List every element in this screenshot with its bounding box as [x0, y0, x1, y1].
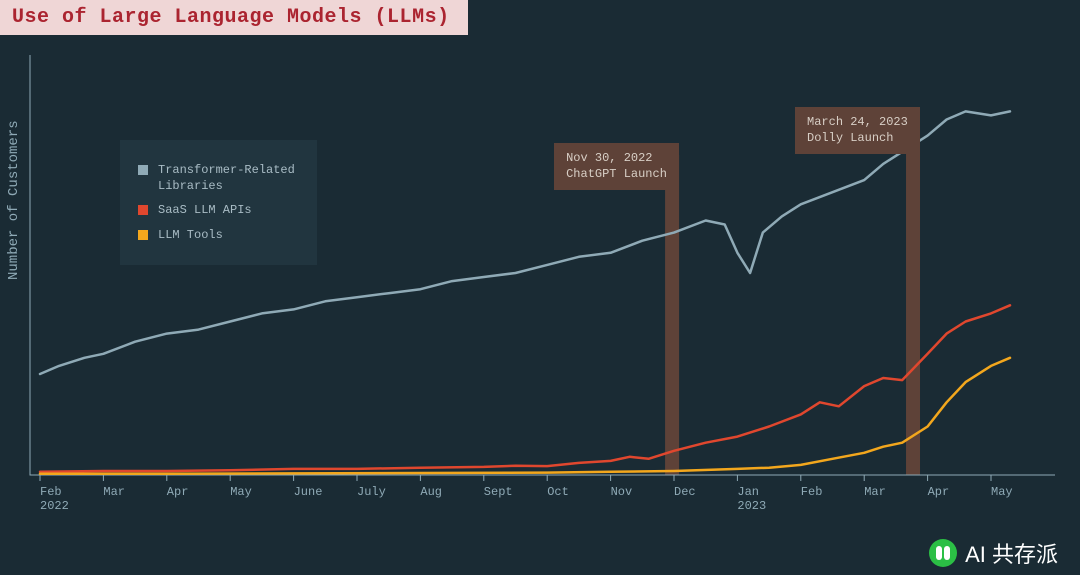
xtick-label: Nov [611, 485, 633, 499]
chart-stage: Use of Large Language Models (LLMs) Numb… [0, 0, 1080, 575]
legend-item-saas: SaaS LLM APIs [138, 202, 295, 218]
xtick-label: June [294, 485, 323, 499]
xtick: Aug [420, 485, 442, 499]
event-bar-chatgpt [665, 155, 679, 475]
legend-swatch [138, 165, 148, 175]
xtick-label: Feb [40, 485, 62, 499]
xtick-label: Dec [674, 485, 696, 499]
event-date: Nov 30, 2022 [566, 151, 667, 167]
legend-swatch [138, 230, 148, 240]
legend-item-transformer: Transformer-RelatedLibraries [138, 162, 295, 194]
xtick: Sept [484, 485, 513, 499]
legend: Transformer-RelatedLibraries SaaS LLM API… [120, 140, 317, 265]
xtick-sublabel: 2022 [40, 499, 69, 513]
legend-item-tools: LLM Tools [138, 227, 295, 243]
plot-area: Feb2022 Mar Apr May June July Aug Sept Oct Nov Dec… [30, 55, 1055, 515]
xtick-label: Apr [167, 485, 189, 499]
legend-label: LLM Tools [158, 227, 223, 243]
xtick: May [230, 485, 252, 499]
wechat-icon [929, 539, 957, 567]
legend-label: Transformer-RelatedLibraries [158, 162, 295, 194]
xtick-label: May [230, 485, 252, 499]
xtick-label: July [357, 485, 386, 499]
watermark: AI 共存派 [929, 537, 1058, 569]
xtick-label: Oct [547, 485, 569, 499]
xtick: Feb2022 [40, 485, 69, 513]
y-axis-label: Number of Customers [6, 120, 22, 280]
xtick: Jan2023 [737, 485, 766, 513]
xtick: June [294, 485, 323, 499]
xtick-label: Mar [103, 485, 125, 499]
sheep-icon [765, 111, 799, 145]
xtick: Oct [547, 485, 569, 499]
xtick: Nov [611, 485, 633, 499]
watermark-text: AI 共存派 [965, 537, 1058, 569]
event-callout-chatgpt: Nov 30, 2022ChatGPT Launch [554, 143, 679, 190]
xtick-label: Aug [420, 485, 442, 499]
legend-label: SaaS LLM APIs [158, 202, 252, 218]
xtick: Dec [674, 485, 696, 499]
xtick: July [357, 485, 386, 499]
legend-swatch [138, 205, 148, 215]
xtick-label: Sept [484, 485, 513, 499]
xtick: Apr [167, 485, 189, 499]
xtick: Mar [103, 485, 125, 499]
event-label: ChatGPT Launch [566, 167, 667, 183]
chart-title: Use of Large Language Models (LLMs) [0, 0, 468, 35]
xtick-sublabel: 2023 [737, 499, 766, 513]
xtick-label: Jan [737, 485, 759, 499]
